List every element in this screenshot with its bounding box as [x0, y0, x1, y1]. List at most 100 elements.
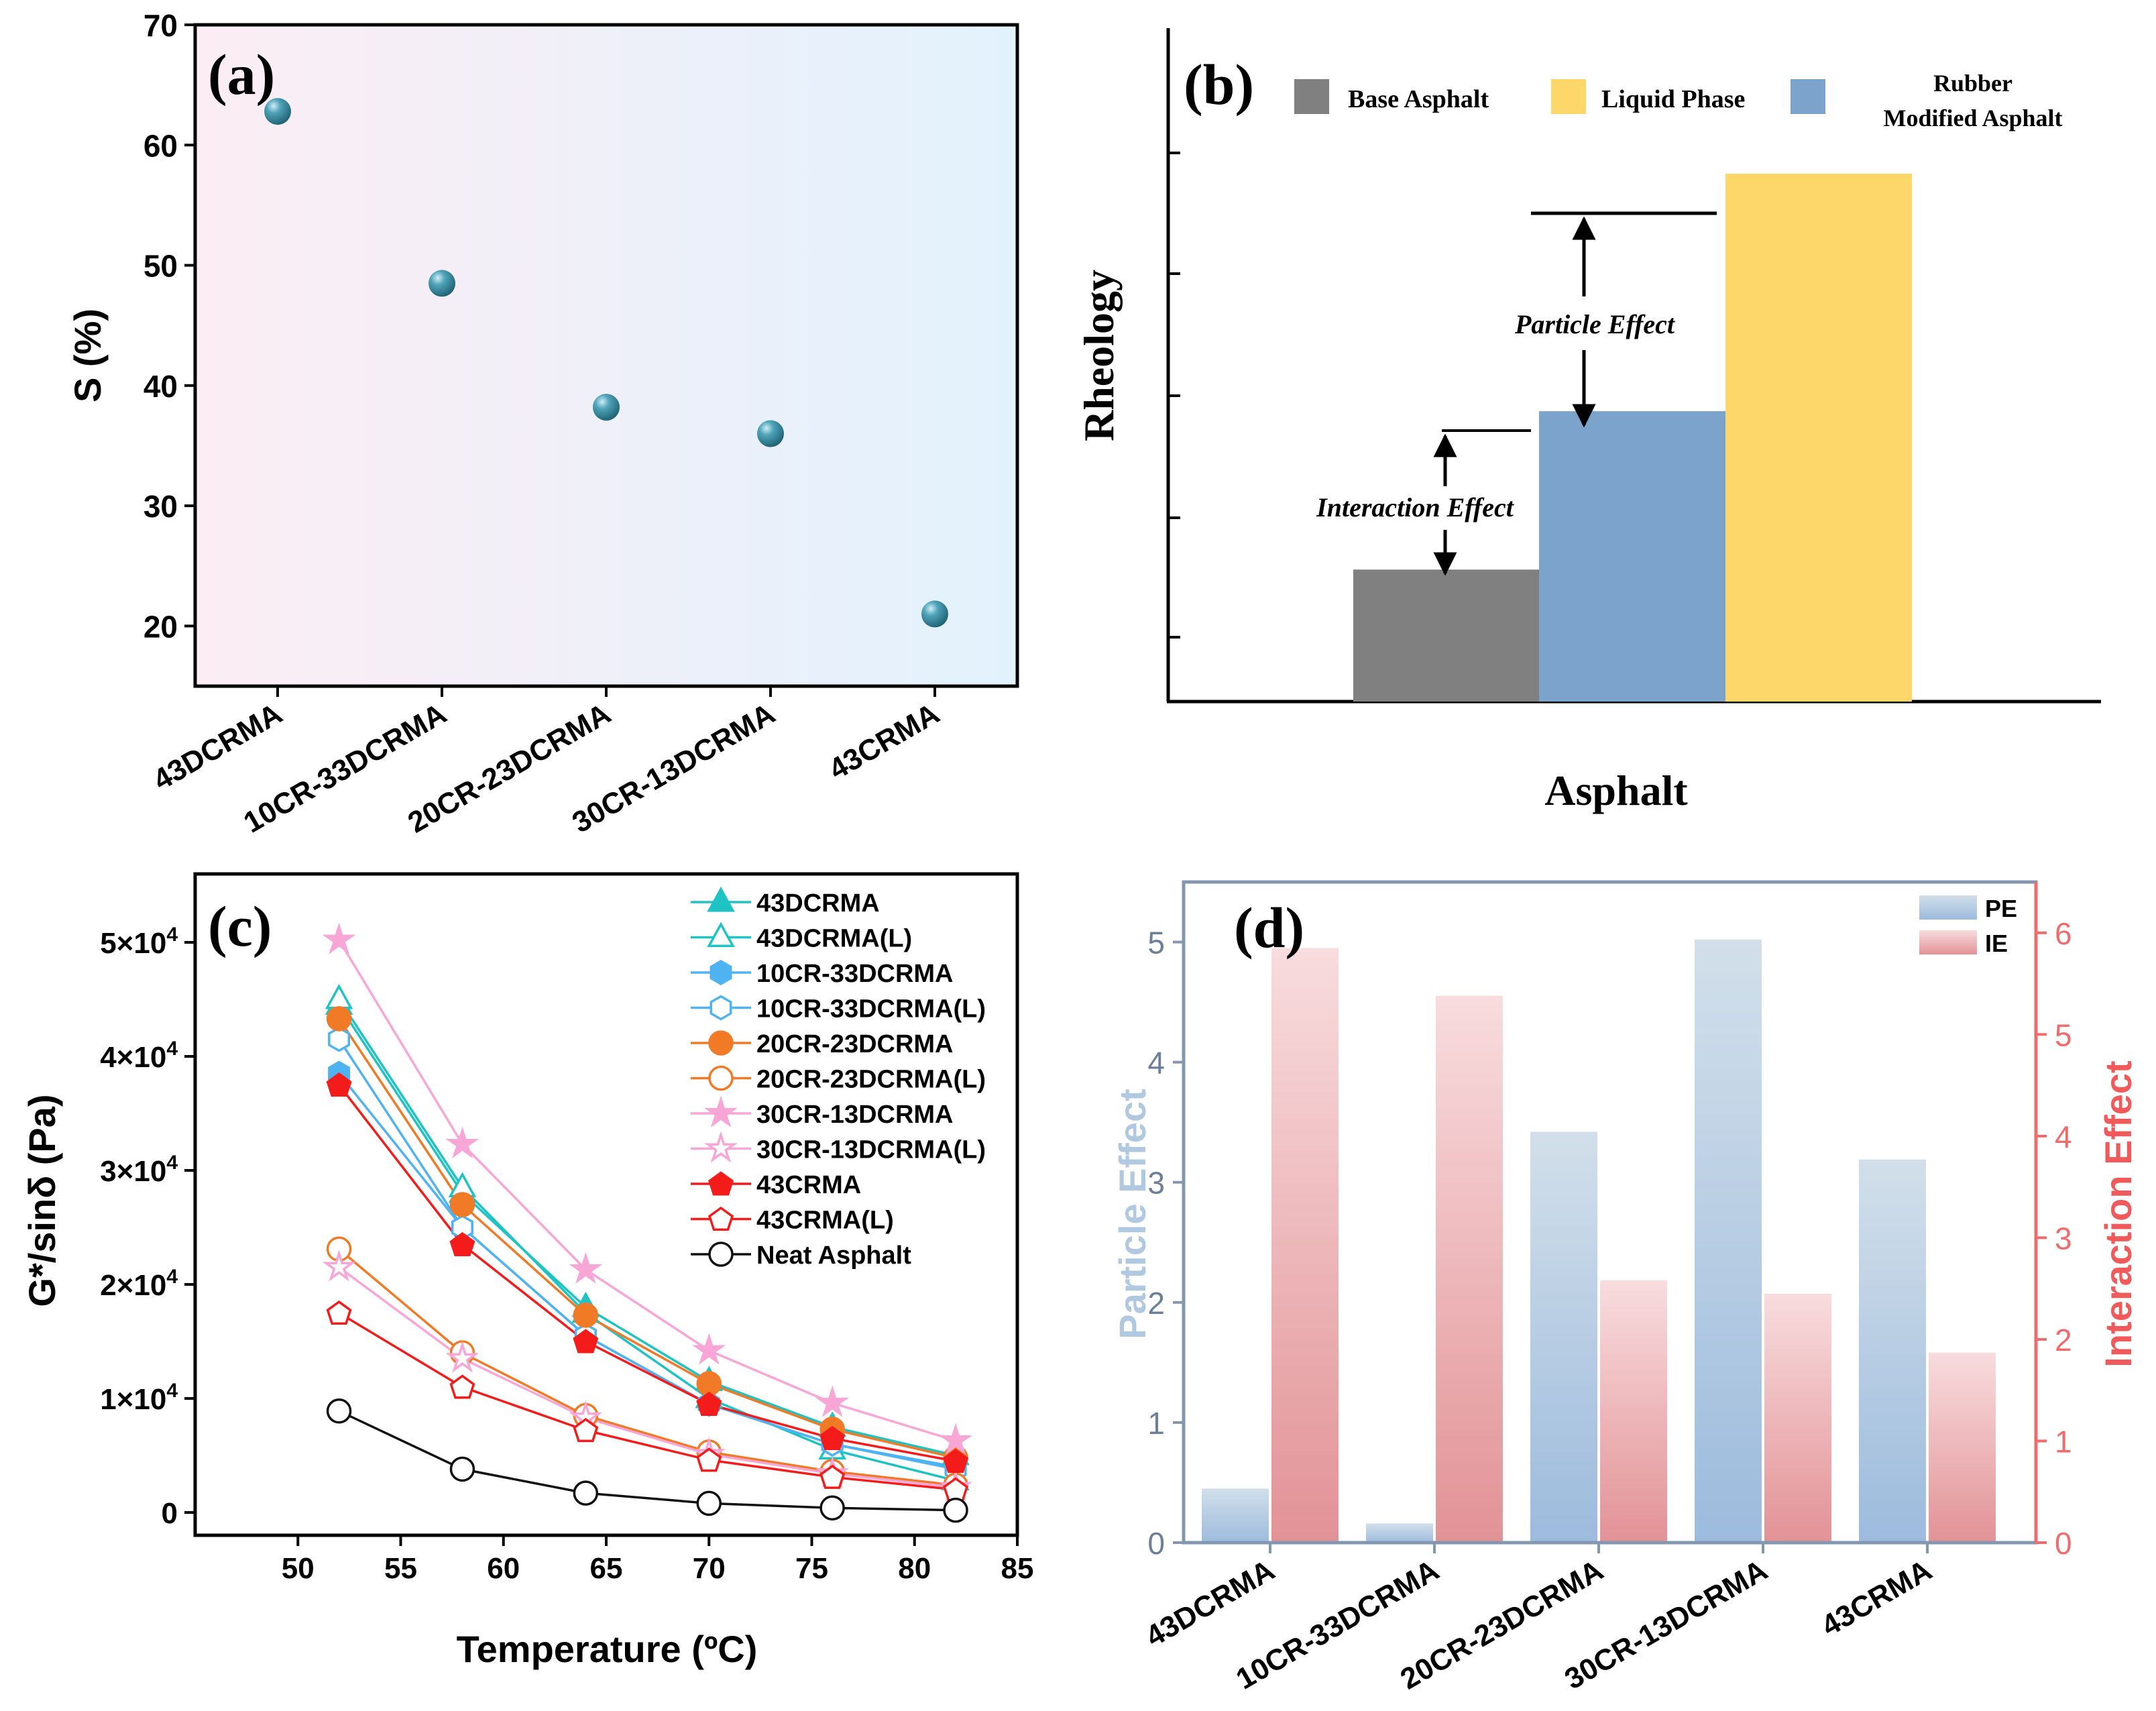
scatter-point-30cr-13dcrma — [757, 420, 784, 447]
legend-label-base-asphalt: Base Asphalt — [1348, 85, 1489, 113]
data-point-10cr-33dcrma-l — [328, 1026, 351, 1052]
legend-label-modified-asphalt: Modified Asphalt — [1883, 105, 2062, 131]
legend-marker-43crma-l — [707, 1206, 734, 1231]
panel-b-ylabel: Rheology — [1075, 270, 1123, 441]
panel-c-ytick-label: 2×104 — [100, 1266, 178, 1302]
series-line-20cr-23dcrma-l — [338, 1248, 956, 1486]
legend-label-30cr-13dcrma: 30CR-13DCRMA — [756, 1101, 954, 1129]
data-point-43dcrma-l — [325, 983, 353, 1009]
data-point-20cr-23dcrma — [449, 1192, 475, 1217]
panel-d-ytick-label: 4 — [1147, 1046, 1165, 1081]
data-point-neat-asphalt — [449, 1456, 475, 1482]
panel-d-ytick-label: 5 — [1147, 926, 1165, 960]
panel-a-ytick-label: 50 — [144, 249, 178, 284]
data-point-43crma — [573, 1329, 599, 1354]
series-line-10cr-33dcrma-l — [338, 1038, 956, 1471]
panel-a-xtick-label: 43CRMA — [824, 697, 945, 786]
panel-c: (c) 0 1×104 2×104 3×104 4×104 5×104 50 55 60 65 7… — [21, 872, 1034, 1670]
bar-ie-43dcrma — [1271, 948, 1339, 1543]
panel-b-xlabel: Asphalt — [1544, 767, 1688, 814]
panel-c-xtick-label: 85 — [1001, 1552, 1034, 1585]
interaction-effect-label: Interaction Effect — [1316, 492, 1515, 522]
legend-label-20cr-23dcrma-l: 20CR-23DCRMA(L) — [756, 1066, 986, 1094]
data-point-30cr-13dcrma — [692, 1333, 726, 1365]
panel-c-ytick-label: 1×104 — [100, 1380, 178, 1416]
legend-marker-43dcrma — [707, 886, 735, 912]
data-point-43crma-l — [819, 1464, 846, 1489]
bar-ie-30cr-13dcrma — [1764, 1293, 1831, 1543]
data-point-43crma-l — [696, 1447, 722, 1472]
scatter-point-20cr-23dcrma — [593, 394, 620, 421]
bar-pe-10cr-33dcrma — [1366, 1523, 1433, 1543]
bar-liquid-phase — [1725, 173, 1912, 702]
panel-c-xtick-label: 65 — [590, 1552, 623, 1585]
panel-a-ytick-label: 60 — [144, 128, 178, 163]
bar-pe-43dcrma — [1202, 1488, 1269, 1543]
series-line-43crma — [338, 1084, 956, 1463]
panel-c-xtick-label: 75 — [795, 1552, 828, 1585]
legend-swatch-base-asphalt — [1294, 79, 1329, 114]
data-point-neat-asphalt — [326, 1398, 352, 1424]
panel-d-ylabel-left: Particle Effect — [1111, 1089, 1153, 1339]
panel-d-ytick-label: 0 — [1147, 1526, 1165, 1561]
legend-marker-10cr-33dcrma — [710, 959, 732, 986]
legend-label-liquid-phase: Liquid Phase — [1601, 85, 1745, 113]
panel-c-xtick-label: 55 — [384, 1552, 417, 1585]
bar-pe-43crma — [1859, 1159, 1926, 1543]
panel-a-ylabel: S (%) — [66, 309, 109, 402]
bar-pe-20cr-23dcrma — [1530, 1132, 1597, 1543]
bar-ie-20cr-23dcrma — [1600, 1280, 1667, 1543]
data-point-neat-asphalt — [819, 1495, 845, 1521]
panel-c-xtick-label: 70 — [693, 1552, 726, 1585]
data-point-neat-asphalt — [943, 1497, 968, 1523]
legend-label-20cr-23dcrma: 20CR-23DCRMA — [756, 1030, 954, 1058]
panel-c-ytick-label: 0 — [162, 1497, 178, 1530]
data-point-43crma — [326, 1072, 352, 1097]
panel-b-letter: (b) — [1184, 52, 1254, 117]
panel-d-letter: (d) — [1234, 895, 1304, 960]
series-line-30cr-13dcrma — [338, 939, 956, 1442]
legend-label-neat-asphalt: Neat Asphalt — [756, 1241, 911, 1270]
legend-label-ie: IE — [1985, 930, 2008, 957]
panel-d-right-ytick-label: 1 — [2055, 1424, 2072, 1459]
legend-label-pe: PE — [1985, 895, 2017, 922]
series-line-20cr-23dcrma — [338, 1017, 956, 1459]
panel-c-xtick-label: 80 — [898, 1552, 931, 1585]
panel-c-ytick-label: 4×104 — [100, 1038, 178, 1074]
panel-a-ytick-label: 40 — [144, 369, 178, 404]
legend-swatch-pe — [1919, 895, 1977, 920]
data-point-30cr-13dcrma — [569, 1252, 603, 1284]
bar-rubber-modified-asphalt — [1539, 411, 1725, 702]
data-point-20cr-23dcrma — [573, 1303, 599, 1328]
legend-label-10cr-33dcrma: 10CR-33DCRMA — [756, 960, 954, 988]
legend-marker-neat-asphalt — [708, 1241, 734, 1267]
data-point-30cr-13dcrma — [445, 1126, 479, 1159]
legend-swatch-rubber-modified — [1791, 79, 1825, 114]
series-line-43dcrma — [338, 1004, 956, 1457]
panel-d-ytick-label: 2 — [1147, 1286, 1165, 1321]
series-line-neat-asphalt — [338, 1410, 956, 1512]
panel-d-ylabel-right: Interaction Effect — [2097, 1060, 2139, 1367]
series-line-43crma-l — [338, 1311, 956, 1491]
panel-a-ytick-label: 20 — [144, 609, 178, 644]
panel-d-right-ytick-label: 4 — [2055, 1119, 2072, 1154]
panel-a-letter: (a) — [208, 42, 275, 107]
data-point-neat-asphalt — [696, 1490, 722, 1516]
panel-d-xtick-label: 43CRMA — [1816, 1553, 1937, 1643]
bar-pe-30cr-13dcrma — [1695, 939, 1762, 1543]
bar-ie-10cr-33dcrma — [1436, 995, 1503, 1543]
panel-c-ytick-label: 5×104 — [100, 924, 178, 960]
legend-swatch-ie — [1919, 930, 1977, 954]
data-point-43crma — [819, 1425, 846, 1451]
panel-d-right-ytick-label: 6 — [2055, 916, 2072, 951]
panel-d-right-ytick-label: 0 — [2055, 1526, 2072, 1561]
panel-a-ytick-label: 70 — [144, 8, 178, 43]
panel-c-ytick-label: 3×104 — [100, 1152, 178, 1188]
scatter-point-43dcrma — [264, 98, 291, 125]
data-point-43crma — [696, 1391, 722, 1417]
scatter-point-43crma — [921, 600, 948, 628]
data-point-20cr-23dcrma — [696, 1371, 722, 1396]
legend-marker-30cr-13dcrma — [704, 1095, 738, 1128]
